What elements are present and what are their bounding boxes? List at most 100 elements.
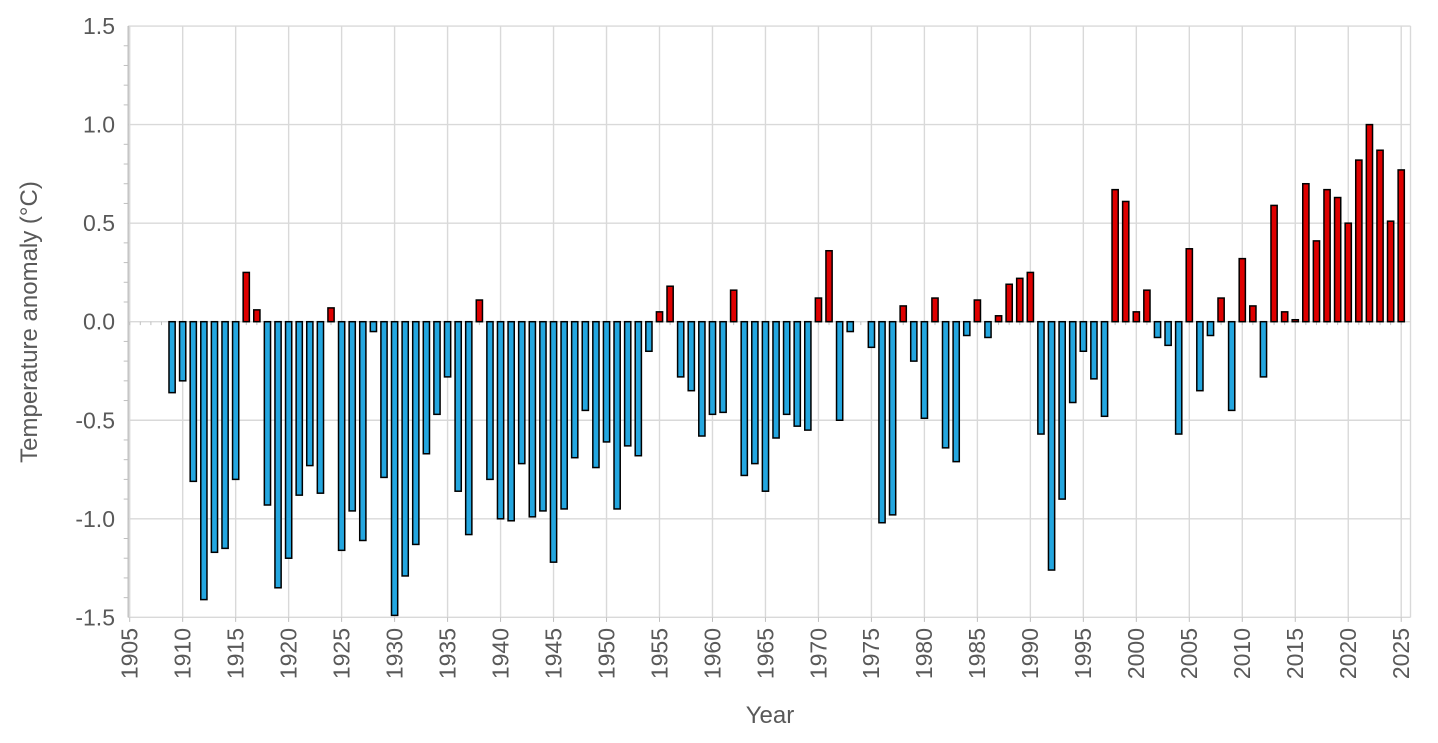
- bar-2025: [1397, 169, 1406, 323]
- bar-2016: [1302, 182, 1310, 323]
- bar-1963: [740, 320, 749, 477]
- bar-1971: [825, 249, 833, 323]
- bar-1970: [814, 297, 823, 323]
- bar-1967: [782, 320, 791, 416]
- x-tick-label: 1905: [117, 628, 143, 679]
- bar-1940: [496, 320, 505, 520]
- bar-1992: [1047, 320, 1056, 571]
- x-tick-label: 1950: [593, 628, 619, 679]
- bar-1981: [931, 297, 939, 323]
- bar-1939: [486, 320, 494, 481]
- bar-1943: [528, 320, 537, 518]
- bar-1979: [909, 320, 918, 362]
- bar-1960: [708, 320, 717, 416]
- x-tick-label: 1980: [911, 628, 937, 679]
- bar-1958: [687, 320, 696, 392]
- bar-1956: [666, 285, 674, 323]
- bar-2012: [1259, 320, 1268, 378]
- bar-2001: [1143, 289, 1151, 323]
- bar-1999: [1121, 200, 1130, 323]
- bar-1955: [655, 311, 664, 323]
- bar-1972: [835, 320, 844, 422]
- bar-1959: [698, 320, 706, 437]
- bar-2020: [1344, 222, 1353, 323]
- x-tick-label: 1945: [540, 628, 566, 679]
- bar-1926: [348, 320, 357, 512]
- x-axis-title: Year: [745, 702, 795, 729]
- x-tick-label: 1995: [1070, 628, 1096, 679]
- bar-1935: [443, 320, 452, 378]
- bar-1997: [1100, 320, 1109, 418]
- bar-1986: [984, 320, 992, 339]
- bar-2018: [1323, 188, 1331, 323]
- bar-1945: [549, 320, 558, 563]
- x-tick-label: 1915: [222, 628, 248, 679]
- bar-1988: [1005, 283, 1014, 323]
- bar-2006: [1196, 320, 1204, 392]
- bar-2005: [1185, 248, 1194, 323]
- bar-1953: [634, 320, 643, 457]
- bar-1930: [390, 320, 399, 617]
- bar-2010: [1238, 257, 1247, 323]
- y-tick-label: -1.0: [75, 506, 115, 532]
- bar-1925: [337, 320, 346, 552]
- bar-1993: [1058, 320, 1066, 500]
- bar-1929: [380, 320, 388, 479]
- bar-1931: [401, 320, 410, 577]
- bar-1966: [772, 320, 780, 439]
- bar-1987: [994, 315, 1003, 323]
- bar-1917: [253, 309, 261, 323]
- bar-1948: [581, 320, 590, 412]
- bar-1938: [475, 299, 484, 323]
- bar-2011: [1249, 305, 1257, 323]
- x-tick-label: 1920: [275, 628, 301, 679]
- bar-1949: [592, 320, 600, 469]
- bar-1996: [1090, 320, 1098, 380]
- bar-2013: [1270, 204, 1278, 323]
- bar-2021: [1354, 159, 1363, 323]
- y-tick-label: -0.5: [75, 407, 115, 433]
- y-tick-label: -1.5: [75, 604, 115, 630]
- bar-2008: [1217, 297, 1225, 323]
- bar-1911: [189, 320, 198, 483]
- x-tick-label: 1930: [381, 628, 407, 679]
- bar-2009: [1227, 320, 1236, 412]
- bar-1916: [242, 271, 251, 323]
- bar-1951: [613, 320, 621, 510]
- bar-1982: [941, 320, 950, 449]
- bar-1968: [793, 320, 802, 427]
- x-tick-label: 2020: [1335, 628, 1361, 679]
- bar-1927: [358, 320, 367, 542]
- bar-1965: [761, 320, 770, 492]
- bar-1912: [200, 320, 208, 601]
- bar-1961: [719, 320, 727, 414]
- bar-2022: [1365, 123, 1374, 323]
- bar-1978: [899, 305, 908, 323]
- bar-1969: [803, 320, 812, 431]
- x-tick-label: 1990: [1017, 628, 1043, 679]
- bar-1923: [316, 320, 325, 494]
- bar-1989: [1015, 277, 1024, 323]
- x-tick-label: 1955: [646, 628, 672, 679]
- bar-1924: [327, 307, 335, 323]
- bar-1984: [962, 320, 971, 337]
- bar-2000: [1132, 311, 1141, 323]
- x-tick-label: 2010: [1229, 628, 1255, 679]
- bar-1933: [422, 320, 431, 455]
- bar-1980: [920, 320, 929, 420]
- bar-1983: [952, 320, 961, 463]
- x-tick-label: 1935: [434, 628, 460, 679]
- bar-2017: [1312, 240, 1321, 323]
- bar-1932: [411, 320, 420, 546]
- bar-2007: [1206, 320, 1215, 337]
- bar-1920: [284, 320, 293, 559]
- bar-1922: [305, 320, 314, 467]
- x-tick-label: 2025: [1388, 628, 1414, 679]
- y-axis-title: Temperature anomaly (°C): [16, 181, 43, 463]
- bar-1928: [369, 320, 378, 333]
- bar-2015: [1291, 318, 1300, 323]
- bar-1975: [867, 320, 876, 349]
- bar-1991: [1037, 320, 1045, 435]
- bar-1937: [464, 320, 473, 536]
